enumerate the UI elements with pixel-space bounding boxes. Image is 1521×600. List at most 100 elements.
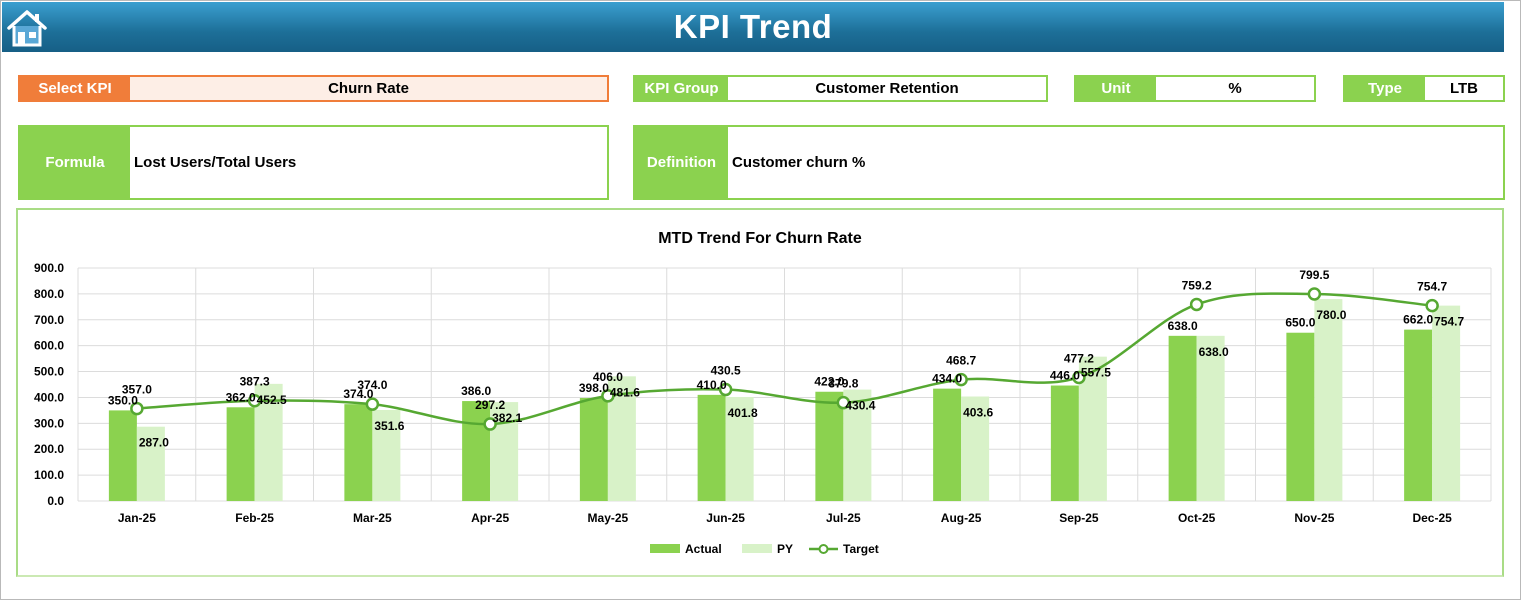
target-point <box>130 401 144 416</box>
py-data-label: 382.1 <box>492 411 522 425</box>
y-tick-label: 700.0 <box>34 313 64 327</box>
y-tick-label: 400.0 <box>34 390 64 404</box>
actual-bar <box>108 410 137 501</box>
unit-label: Unit <box>1076 77 1156 100</box>
legend-py-label: PY <box>777 542 793 556</box>
actual-bar <box>579 397 608 501</box>
type-value: LTB <box>1425 77 1503 100</box>
actual-bar <box>344 404 373 501</box>
definition-value: Customer churn % <box>728 127 1503 198</box>
py-data-label: 557.5 <box>1081 366 1111 380</box>
legend-actual-swatch <box>650 544 680 553</box>
actual-bar <box>697 394 726 501</box>
chart-title: MTD Trend For Churn Rate <box>658 230 862 247</box>
py-data-label: 638.0 <box>1199 345 1229 359</box>
target-data-label: 754.7 <box>1417 280 1447 294</box>
chart-container: MTD Trend For Churn Rate 0.0 100.0 200.0 30… <box>16 208 1504 577</box>
type-label: Type <box>1345 77 1425 100</box>
select-kpi-box: Select KPI Churn Rate <box>18 75 609 102</box>
py-data-label: 780.0 <box>1316 308 1346 322</box>
py-data-label: 351.6 <box>374 419 404 433</box>
py-bar <box>725 396 754 501</box>
target-point <box>247 393 262 408</box>
target-point <box>718 382 733 397</box>
actual-data-label: 350.0 <box>108 393 138 407</box>
py-bar <box>490 402 519 501</box>
actual-bar <box>933 388 962 501</box>
target-data-label: 357.0 <box>122 383 152 397</box>
actual-bar <box>1050 385 1079 501</box>
target-point <box>601 389 615 403</box>
formula-label: Formula <box>20 127 130 198</box>
x-tick-label: Nov-25 <box>1294 511 1334 525</box>
actual-bar <box>815 391 844 501</box>
legend-target-label: Target <box>843 542 879 556</box>
x-tick-label: Jan-25 <box>118 511 156 525</box>
py-bar <box>1432 305 1461 501</box>
actual-bar <box>1404 329 1433 501</box>
formula-box: Formula Lost Users/Total Users <box>18 125 609 200</box>
py-data-label: 401.8 <box>728 406 758 420</box>
py-data-label: 430.4 <box>845 399 875 413</box>
formula-value: Lost Users/Total Users <box>130 127 607 198</box>
target-data-label: 430.5 <box>711 364 741 378</box>
kpi-group-label: KPI Group <box>635 77 728 100</box>
y-tick-label: 200.0 <box>34 442 64 456</box>
target-point <box>1189 297 1204 312</box>
target-data-label: 297.2 <box>475 398 505 412</box>
x-tick-label: Oct-25 <box>1178 511 1216 525</box>
target-point <box>483 417 497 431</box>
legend-target-marker <box>818 544 829 554</box>
py-data-label: 481.6 <box>610 385 640 399</box>
py-bar <box>843 389 872 501</box>
py-data-label: 403.6 <box>963 406 993 420</box>
py-data-label: 452.5 <box>257 393 287 407</box>
py-bar <box>136 426 165 501</box>
x-tick-label: Feb-25 <box>235 511 274 525</box>
y-tick-label: 0.0 <box>47 494 64 508</box>
target-data-label: 387.3 <box>240 375 270 389</box>
actual-data-label: 662.0 <box>1403 313 1433 327</box>
y-tick-label: 500.0 <box>34 365 64 379</box>
py-data-label: 754.7 <box>1434 315 1464 329</box>
unit-value: % <box>1156 77 1314 100</box>
x-tick-label: Aug-25 <box>941 511 982 525</box>
actual-data-label: 446.0 <box>1050 369 1080 383</box>
py-bar <box>1196 335 1225 501</box>
x-tick-label: Mar-25 <box>353 511 392 525</box>
home-icon[interactable] <box>6 8 48 48</box>
target-data-label: 477.2 <box>1064 351 1094 365</box>
definition-box: Definition Customer churn % <box>633 125 1505 200</box>
actual-data-label: 638.0 <box>1168 319 1198 333</box>
py-bar <box>372 409 401 501</box>
target-point <box>1425 298 1439 313</box>
x-tick-label: Apr-25 <box>471 511 509 525</box>
actual-bar <box>462 401 491 501</box>
y-tick-label: 300.0 <box>34 416 64 430</box>
py-data-label: 287.0 <box>139 436 169 450</box>
target-data-label: 468.7 <box>946 354 976 368</box>
select-kpi-label: Select KPI <box>20 77 130 100</box>
py-bar <box>1314 299 1343 501</box>
actual-data-label: 650.0 <box>1285 316 1315 330</box>
page-title: KPI Trend <box>673 8 833 45</box>
definition-label: Definition <box>635 127 728 198</box>
target-data-label: 799.5 <box>1299 268 1329 282</box>
actual-bar <box>1286 332 1315 501</box>
y-tick-label: 100.0 <box>34 468 64 482</box>
target-point <box>836 395 851 410</box>
actual-data-label: 398.0 <box>579 381 609 395</box>
target-data-label: 406.0 <box>593 370 623 384</box>
actual-data-label: 386.0 <box>461 384 491 398</box>
actual-bar <box>1168 335 1197 501</box>
type-box: Type LTB <box>1343 75 1505 102</box>
legend-py-swatch <box>742 544 772 553</box>
y-tick-label: 800.0 <box>34 287 64 301</box>
target-point <box>365 397 380 411</box>
y-tick-label: 900.0 <box>34 261 64 275</box>
select-kpi-dropdown[interactable]: Churn Rate <box>130 77 607 100</box>
kpi-group-box: KPI Group Customer Retention <box>633 75 1048 102</box>
py-bar <box>961 396 990 501</box>
target-data-label: 759.2 <box>1182 278 1212 292</box>
actual-data-label: 410.0 <box>697 378 727 392</box>
